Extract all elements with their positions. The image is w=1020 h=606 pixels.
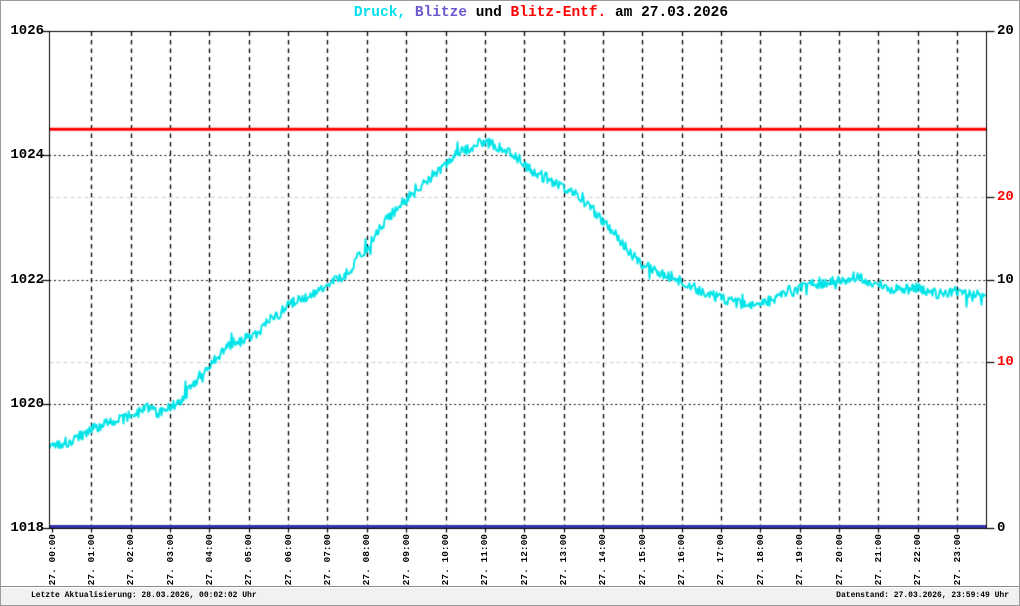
- y-axis-right-black-tick-label: 20: [997, 23, 1014, 39]
- status-bar: Letzte Aktualisierung: 28.03.2026, 00:02…: [1, 586, 1019, 605]
- x-axis-tick-label: 27. 13:00: [558, 534, 570, 586]
- y-axis-right-black-tick-label: 0: [997, 520, 1006, 536]
- x-axis-tick-label: 27. 12:00: [518, 534, 530, 586]
- last-update-text: Letzte Aktualisierung: 28.03.2026, 00:02…: [31, 591, 257, 600]
- y-axis-right-black-tick-label: 10: [997, 271, 1014, 288]
- x-axis-tick-label: 27. 19:00: [794, 534, 806, 586]
- y-axis-right-red-tick-label: 20: [997, 188, 1014, 205]
- x-axis-tick-label: 27. 10:00: [440, 534, 451, 586]
- title-part-blitz-entf: Blitz-Entf.: [510, 5, 607, 21]
- x-axis-tick-label: 27. 09:00: [400, 534, 412, 586]
- x-axis-tick-label: 27. 04:00: [203, 534, 215, 586]
- title-part-date: am 27.03.2026: [614, 5, 729, 21]
- x-axis-tick-label: 27. 22:00: [912, 534, 924, 586]
- x-axis-tick-label: 27. 00:00: [46, 534, 58, 586]
- chart-title: Druck, Blitze und Blitz-Entf. am 27.03.2…: [63, 5, 1019, 21]
- x-axis-tick-label: 27. 17:00: [715, 534, 727, 586]
- title-part-und: und: [475, 5, 502, 21]
- chart-canvas: [41, 25, 1001, 539]
- x-axis-tick-label: 27. 16:00: [676, 534, 688, 586]
- data-timestamp-text: Datenstand: 27.03.2026, 23:59:49 Uhr: [836, 591, 1009, 600]
- title-part-blitze: Blitze: [414, 5, 468, 21]
- y-axis-left-tick-label: 1026: [10, 23, 44, 39]
- y-axis-right-red-tick-label: 10: [997, 354, 1014, 371]
- x-axis-tick-label: 27. 14:00: [597, 534, 609, 586]
- x-axis-tick-label: 27. 20:00: [833, 534, 845, 586]
- y-axis-left-tick-label: 1020: [10, 395, 44, 412]
- y-axis-left-tick-label: 1018: [10, 520, 44, 536]
- x-axis-tick-label: 27. 11:00: [479, 534, 491, 586]
- x-axis-tick-label: 27. 21:00: [872, 534, 884, 586]
- x-axis-tick-label: 27. 02:00: [125, 534, 137, 586]
- x-axis-tick-label: 27. 05:00: [243, 534, 255, 586]
- x-axis-tick-label: 27. 03:00: [164, 534, 176, 586]
- x-axis-tick-label: 27. 01:00: [85, 534, 97, 586]
- x-axis-tick-label: 27. 06:00: [282, 534, 294, 586]
- x-axis-tick-label: 27. 18:00: [754, 534, 766, 586]
- x-axis-tick-label: 27. 07:00: [321, 534, 333, 586]
- x-axis-tick-label: 27. 08:00: [361, 534, 373, 586]
- x-axis-tick-label: 27. 23:00: [951, 534, 963, 586]
- title-part-druck: Druck,: [353, 5, 407, 21]
- y-axis-left-tick-label: 1024: [10, 147, 44, 164]
- y-axis-left-tick-label: 1022: [10, 271, 44, 288]
- x-axis-tick-label: 27. 15:00: [636, 534, 648, 586]
